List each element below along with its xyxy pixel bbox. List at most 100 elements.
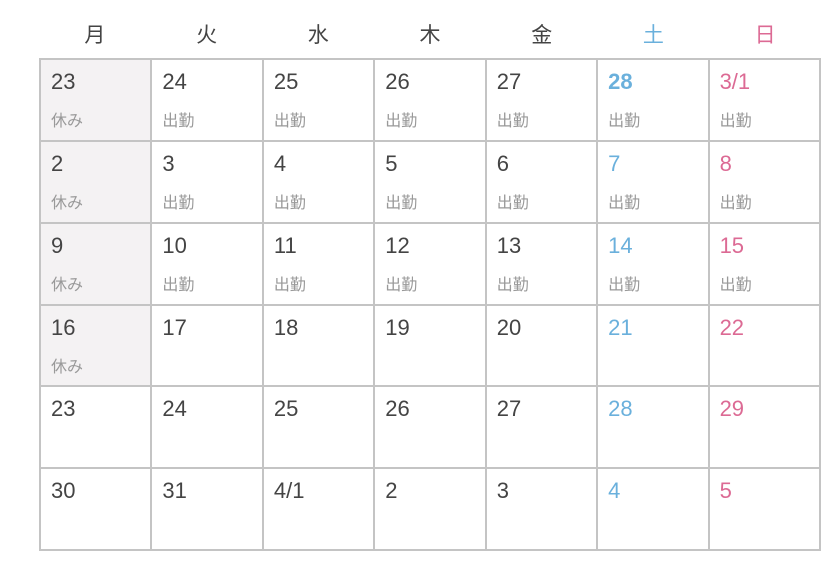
calendar-day-cell[interactable]: 29 — [709, 387, 821, 470]
day-number: 8 — [719, 150, 732, 176]
day-number: 4/1 — [273, 478, 305, 504]
calendar-day-cell[interactable]: 26 — [375, 387, 487, 470]
day-number: 4 — [608, 478, 621, 504]
calendar-day-cell[interactable]: 30 — [41, 469, 153, 551]
calendar-day-cell[interactable]: 2 休み — [41, 141, 153, 224]
calendar-day-cell[interactable]: 4/1 — [263, 469, 376, 551]
day-number: 9 — [51, 232, 64, 258]
calendar-day-cell[interactable]: 27 — [486, 387, 599, 470]
day-number: 2 — [51, 150, 64, 176]
day-number: 11 — [273, 232, 297, 258]
day-status: 出勤 — [273, 192, 306, 212]
day-status: 出勤 — [385, 274, 418, 294]
calendar-day-cell[interactable]: 28 — [598, 387, 710, 470]
day-number: 13 — [496, 232, 522, 258]
day-status: 出勤 — [719, 192, 752, 212]
day-status: 休み — [51, 356, 84, 376]
day-number: 2 — [385, 478, 398, 504]
day-number: 3 — [496, 478, 509, 504]
day-number: 26 — [385, 69, 410, 94]
day-status: 出勤 — [608, 192, 641, 212]
calendar-day-cell[interactable]: 22 — [709, 305, 821, 388]
calendar-day-cell[interactable]: 24 — [152, 387, 264, 470]
calendar-day-cell[interactable]: 27 出勤 — [486, 60, 599, 142]
day-status: 休み — [51, 111, 84, 130]
calendar-day-cell[interactable]: 24 出勤 — [152, 60, 264, 142]
day-number: 23 — [51, 69, 76, 94]
day-status: 出勤 — [496, 111, 529, 130]
calendar-day-cell[interactable]: 4 出勤 — [263, 141, 376, 224]
calendar-day-cell[interactable]: 6 出勤 — [486, 141, 599, 224]
calendar-day-cell[interactable]: 31 — [152, 469, 264, 551]
day-number: 14 — [608, 232, 633, 258]
day-status: 休み — [51, 274, 84, 294]
weekday-header: 月 火 水 木 金 土 日 — [39, 18, 821, 52]
day-number: 24 — [162, 396, 187, 422]
day-status: 出勤 — [385, 111, 418, 130]
calendar-day-cell[interactable]: 20 — [486, 305, 599, 388]
day-status: 出勤 — [162, 192, 195, 212]
day-status: 出勤 — [496, 192, 529, 212]
day-status: 出勤 — [273, 111, 306, 130]
calendar-day-cell[interactable]: 25 出勤 — [263, 60, 376, 142]
weekday-sun: 日 — [754, 23, 776, 47]
day-number: 10 — [162, 232, 187, 258]
calendar-day-cell[interactable]: 16 休み — [41, 305, 153, 388]
calendar-day-cell[interactable]: 23 — [41, 387, 153, 470]
calendar-day-cell[interactable]: 17 — [152, 305, 264, 388]
calendar-day-cell[interactable]: 19 — [375, 305, 487, 388]
day-number: 7 — [608, 150, 621, 176]
calendar-day-cell[interactable]: 21 — [598, 305, 710, 388]
calendar-day-cell[interactable]: 11 出勤 — [263, 223, 376, 306]
calendar-day-cell[interactable]: 13 出勤 — [486, 223, 599, 306]
calendar-day-cell[interactable]: 5 出勤 — [375, 141, 487, 224]
day-status: 出勤 — [608, 274, 641, 294]
day-status: 出勤 — [496, 274, 529, 294]
day-number: 16 — [51, 314, 76, 340]
day-number: 19 — [385, 314, 410, 340]
calendar-day-cell[interactable]: 4 — [598, 469, 710, 551]
day-number: 25 — [273, 396, 299, 422]
calendar-day-cell[interactable]: 3 出勤 — [152, 141, 264, 224]
calendar-day-cell[interactable]: 3/1 出勤 — [709, 60, 821, 142]
calendar-day-cell[interactable]: 15 出勤 — [709, 223, 821, 306]
day-number: 17 — [162, 314, 187, 340]
calendar-day-cell[interactable]: 26 出勤 — [375, 60, 487, 142]
day-number: 22 — [719, 314, 745, 340]
day-number: 12 — [385, 232, 410, 258]
weekday-wed: 水 — [307, 23, 329, 47]
calendar-day-cell[interactable]: 25 — [263, 387, 376, 470]
weekday-sat: 土 — [642, 23, 664, 47]
day-number: 20 — [496, 314, 522, 340]
day-number: 29 — [719, 396, 745, 422]
day-number: 30 — [51, 478, 76, 504]
day-number: 3 — [162, 150, 175, 176]
calendar-day-cell[interactable]: 8 出勤 — [709, 141, 821, 224]
weekday-thu: 木 — [419, 23, 441, 47]
weekday-mon: 月 — [84, 23, 106, 47]
day-number: 28 — [608, 69, 633, 94]
calendar-day-cell[interactable]: 23 休み — [41, 60, 153, 142]
day-number: 6 — [496, 150, 509, 176]
calendar-day-cell[interactable]: 18 — [263, 305, 376, 388]
calendar-day-cell[interactable]: 14 出勤 — [598, 223, 710, 306]
calendar-day-cell[interactable]: 7 出勤 — [598, 141, 710, 224]
weekday-tue: 火 — [196, 23, 218, 47]
day-number: 23 — [51, 396, 76, 422]
day-status: 出勤 — [162, 111, 195, 130]
day-number: 21 — [608, 314, 633, 340]
calendar-day-cell[interactable]: 10 出勤 — [152, 223, 264, 306]
calendar-day-cell[interactable]: 3 — [486, 469, 599, 551]
calendar-day-cell[interactable]: 5 — [709, 469, 821, 551]
day-number: 3/1 — [719, 69, 751, 94]
day-status: 出勤 — [608, 111, 641, 130]
calendar-grid: 23 休み 24 出勤 25 出勤 26 出勤 27 出勤 28 出勤 3/1 出勤 2 休み 3 出勤 4 出勤 5 出… — [39, 58, 821, 551]
calendar-day-cell[interactable]: 12 出勤 — [375, 223, 487, 306]
calendar-day-cell[interactable]: 2 — [375, 469, 487, 551]
calendar-day-cell[interactable]: 28 出勤 — [598, 60, 710, 142]
calendar-day-cell[interactable]: 9 休み — [41, 223, 153, 306]
day-number: 5 — [385, 150, 398, 176]
day-number: 28 — [608, 396, 633, 422]
day-status: 出勤 — [719, 274, 752, 294]
day-number: 18 — [273, 314, 299, 340]
